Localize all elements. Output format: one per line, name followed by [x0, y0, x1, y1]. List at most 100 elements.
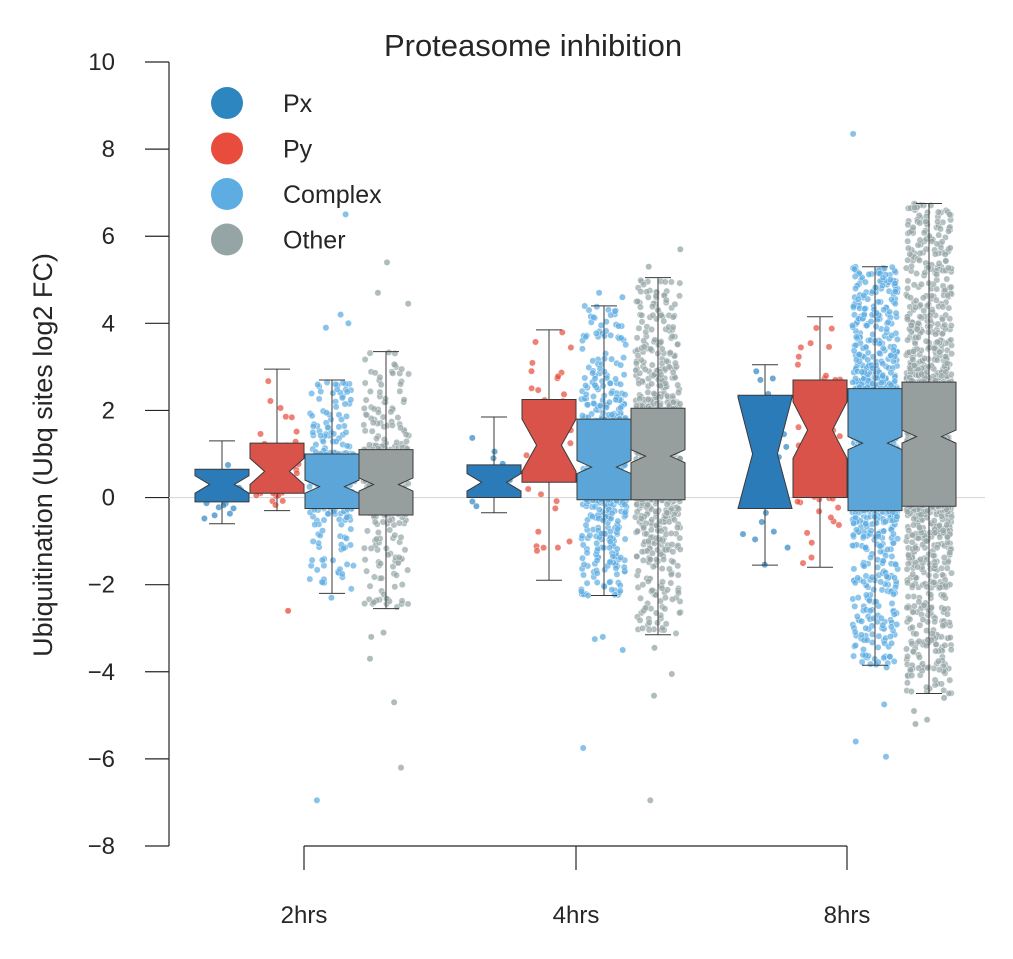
strip-point — [808, 539, 816, 547]
strip-point — [632, 366, 640, 374]
strip-point — [317, 432, 325, 439]
strip-point — [803, 529, 811, 537]
strip-point — [943, 359, 951, 367]
strip-point — [581, 374, 589, 382]
strip-point — [905, 551, 912, 559]
strip-point — [645, 626, 653, 634]
strip-point — [909, 531, 916, 539]
strip-point — [659, 578, 666, 586]
strip-point — [852, 642, 859, 649]
strip-point — [338, 394, 346, 402]
strip-point — [836, 432, 844, 440]
strip-point — [884, 318, 892, 326]
strip-point — [916, 313, 924, 321]
strip-point — [608, 389, 615, 397]
strip-point — [578, 587, 585, 595]
strip-point — [869, 380, 876, 387]
strip-point — [922, 218, 930, 226]
strip-point — [613, 545, 621, 553]
strip-point — [335, 423, 343, 431]
strip-point — [867, 660, 874, 668]
strip-point — [890, 530, 897, 538]
strip-point-outlier — [313, 796, 321, 804]
strip-point — [865, 270, 873, 278]
strip-point — [389, 369, 397, 377]
strip-point — [306, 483, 313, 491]
strip-point — [534, 386, 542, 394]
strip-point — [606, 398, 613, 406]
strip-point — [849, 378, 857, 386]
strip-point — [658, 345, 666, 353]
strip-point — [920, 601, 928, 609]
strip-point — [363, 567, 370, 575]
strip-point — [912, 303, 919, 311]
strip-point — [322, 409, 330, 417]
x-tick-label: 2hrs — [281, 902, 328, 929]
strip-point — [620, 354, 627, 361]
strip-point — [910, 281, 918, 289]
strip-point — [389, 563, 397, 570]
strip-point — [835, 521, 843, 529]
strip-point — [863, 636, 871, 644]
strip-point — [537, 490, 545, 498]
strip-point — [834, 504, 842, 511]
strip-point — [910, 515, 918, 523]
strip-point — [890, 590, 897, 598]
strip-point — [907, 321, 915, 329]
strip-point — [918, 280, 925, 288]
strip-point — [616, 587, 624, 595]
strip-point-outlier — [344, 319, 352, 327]
strip-point — [946, 676, 954, 684]
strip-point — [652, 609, 660, 617]
strip-point — [863, 591, 870, 599]
strip-point — [850, 303, 857, 310]
strip-point — [668, 332, 676, 340]
strip-point — [947, 283, 955, 291]
strip-point — [390, 360, 398, 368]
strip-point — [921, 269, 929, 277]
strip-point — [910, 347, 917, 355]
strip-point — [650, 390, 658, 397]
strip-point — [639, 581, 647, 589]
strip-point — [386, 526, 394, 534]
strip-point — [909, 356, 917, 363]
strip-point — [815, 507, 823, 515]
strip-point — [676, 534, 684, 542]
strip-point — [669, 313, 677, 321]
strip-point — [397, 380, 404, 388]
strip-point-outlier — [883, 664, 890, 671]
strip-point — [402, 431, 410, 438]
strip-point — [657, 311, 665, 319]
strip-point — [941, 641, 949, 649]
strip-point — [917, 556, 924, 563]
strip-point — [641, 366, 649, 373]
strip-point — [615, 322, 622, 330]
strip-point — [887, 381, 895, 389]
strip-point — [855, 351, 863, 359]
strip-point — [904, 653, 911, 660]
strip-point — [851, 273, 859, 280]
strip-point — [906, 615, 914, 623]
strip-point — [608, 355, 615, 363]
strip-point — [343, 412, 350, 420]
strip-point-outlier — [397, 764, 405, 771]
strip-point — [904, 315, 911, 323]
strip-point — [869, 630, 876, 638]
strip-point — [397, 424, 404, 432]
strip-point — [939, 527, 947, 534]
strip-point — [854, 295, 862, 303]
strip-point — [674, 562, 682, 570]
strip-point — [648, 326, 655, 333]
strip-point — [915, 637, 923, 645]
strip-point — [579, 554, 586, 562]
box-body — [249, 442, 305, 494]
strip-point — [925, 264, 932, 271]
strip-point — [394, 414, 402, 421]
strip-point — [874, 533, 882, 540]
strip-point — [617, 361, 625, 369]
strip-point — [611, 307, 619, 315]
strip-point — [930, 344, 938, 352]
strip-point — [378, 574, 385, 582]
